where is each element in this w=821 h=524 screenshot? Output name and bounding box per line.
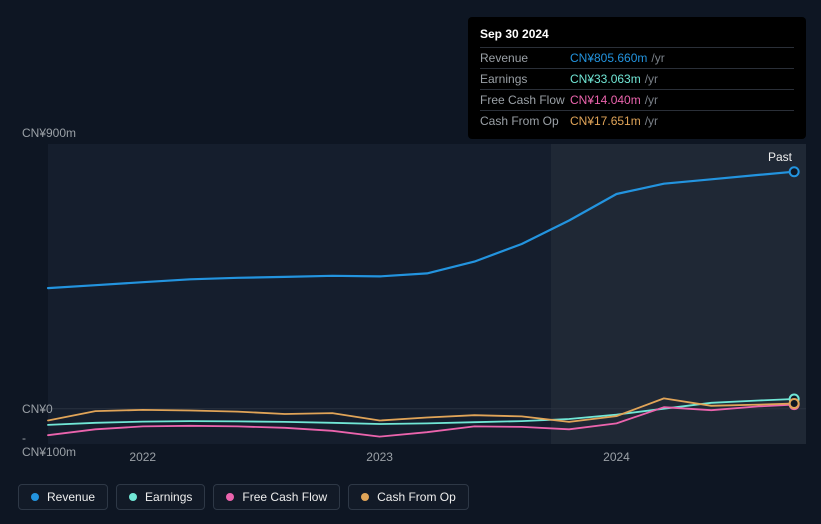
tooltip-row-value: CN¥805.660m: [570, 51, 647, 65]
tooltip-row-value: CN¥17.651m: [570, 114, 641, 128]
x-tick-label: 2023: [360, 450, 400, 464]
tooltip-row-value: CN¥33.063m: [570, 72, 641, 86]
tooltip-row-label: Cash From Op: [480, 114, 570, 128]
tooltip-row: EarningsCN¥33.063m/yr: [480, 68, 794, 89]
data-tooltip: Sep 30 2024 RevenueCN¥805.660m/yrEarning…: [468, 17, 806, 139]
legend-dot-icon: [31, 493, 39, 501]
tooltip-row-value: CN¥14.040m: [570, 93, 641, 107]
past-label: Past: [768, 150, 792, 164]
legend-dot-icon: [129, 493, 137, 501]
tooltip-row-label: Revenue: [480, 51, 570, 65]
y-tick-label: CN¥900m: [0, 126, 44, 140]
legend-item-label: Revenue: [47, 490, 95, 504]
chart-container: { "chart": { "type": "line", "background…: [0, 0, 821, 524]
legend-dot-icon: [361, 493, 369, 501]
tooltip-row: RevenueCN¥805.660m/yr: [480, 47, 794, 68]
legend-item-cash-from-op[interactable]: Cash From Op: [348, 484, 469, 510]
tooltip-row-label: Earnings: [480, 72, 570, 86]
legend-dot-icon: [226, 493, 234, 501]
legend-item-free-cash-flow[interactable]: Free Cash Flow: [213, 484, 340, 510]
legend-item-earnings[interactable]: Earnings: [116, 484, 205, 510]
y-tick-label: -CN¥100m: [0, 431, 44, 459]
x-tick-label: 2022: [123, 450, 163, 464]
legend-item-label: Earnings: [145, 490, 192, 504]
tooltip-row-label: Free Cash Flow: [480, 93, 570, 107]
legend-item-label: Cash From Op: [377, 490, 456, 504]
tooltip-date: Sep 30 2024: [480, 25, 794, 47]
tooltip-row-unit: /yr: [645, 93, 658, 107]
legend-item-revenue[interactable]: Revenue: [18, 484, 108, 510]
tooltip-row-unit: /yr: [645, 72, 658, 86]
y-tick-label: CN¥0: [0, 402, 44, 416]
tooltip-row: Free Cash FlowCN¥14.040m/yr: [480, 89, 794, 110]
legend-item-label: Free Cash Flow: [242, 490, 327, 504]
tooltip-row-unit: /yr: [651, 51, 664, 65]
tooltip-row-unit: /yr: [645, 114, 658, 128]
tooltip-row: Cash From OpCN¥17.651m/yr: [480, 110, 794, 131]
x-tick-label: 2024: [597, 450, 637, 464]
chart-legend: Revenue Earnings Free Cash Flow Cash From O…: [18, 484, 469, 510]
